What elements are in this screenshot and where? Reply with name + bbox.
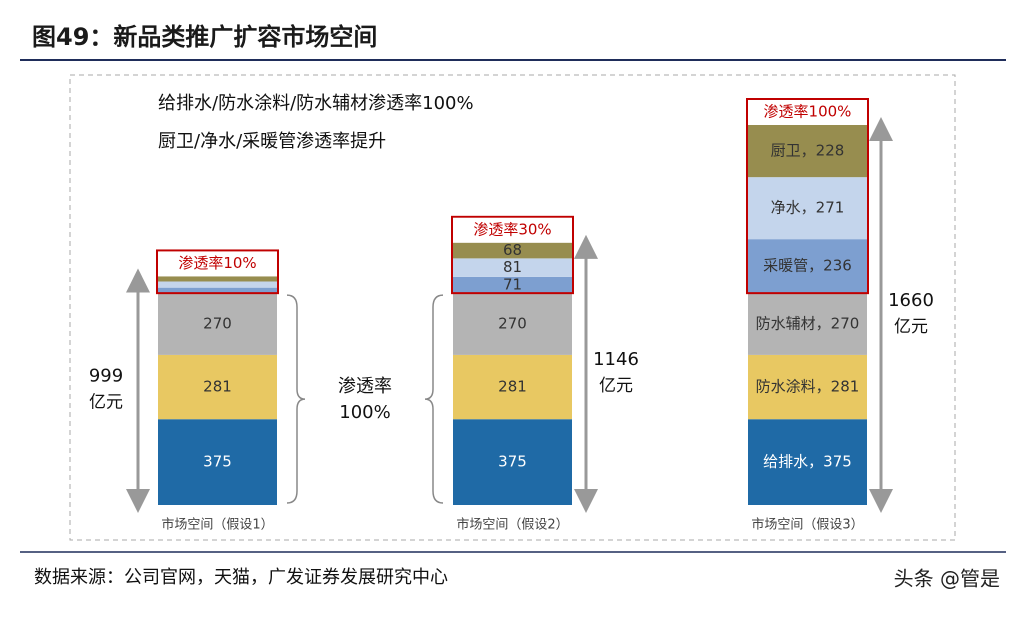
penetration-bg [453, 217, 572, 242]
value-label: 给排水，375 [763, 453, 852, 471]
total-value: 1660 [888, 290, 934, 311]
note: 厨卫/净水/采暖管渗透率提升 [158, 131, 386, 152]
note: 给排水/防水涂料/防水辅材渗透率100% [158, 93, 474, 114]
total-unit: 亿元 [89, 393, 123, 413]
bar-segment [158, 281, 277, 288]
value-label: 净水，271 [771, 199, 845, 217]
chart-title: 图49：新品类推广扩容市场空间 [32, 23, 377, 51]
value-label: 68 [503, 241, 522, 259]
brace [424, 294, 444, 504]
bar-segment [748, 177, 867, 240]
penetration-label: 渗透率100% [764, 103, 852, 121]
value-label: 270 [203, 315, 232, 333]
bar-segment [158, 276, 277, 282]
penetration-label: 渗透率10% [178, 254, 256, 272]
brace-label: 渗透率 [338, 376, 392, 397]
penetration-bg [158, 251, 277, 276]
source: 数据来源：公司官网，天猫，广发证券发展研究中心 [34, 567, 448, 588]
penetration-box [451, 215, 574, 295]
bar-segment [453, 276, 572, 294]
value-label: 81 [503, 258, 522, 276]
brace [286, 294, 306, 504]
bar-segment [158, 419, 277, 505]
value-label: 厨卫，228 [771, 142, 845, 160]
penetration-label: 渗透率30% [473, 220, 551, 238]
bar-segment [453, 293, 572, 355]
bar-segment [158, 287, 277, 294]
penetration-box [156, 249, 279, 295]
bar-segment [158, 293, 277, 355]
value-label: 71 [503, 276, 522, 294]
penetration-bg [748, 100, 867, 124]
total-value: 999 [89, 366, 123, 387]
total-unit: 亿元 [599, 376, 633, 396]
bar-segment [748, 354, 867, 420]
total-value: 1146 [593, 349, 639, 370]
value-label: 防水涂料，281 [756, 378, 860, 396]
x-tick-label: 市场空间（假设3） [751, 517, 863, 533]
bar-segment [158, 354, 277, 420]
value-label: 281 [498, 378, 527, 396]
value-label: 采暖管，236 [763, 257, 852, 275]
watermark: 头条 @管是 [894, 567, 1000, 591]
bar-segment [453, 354, 572, 420]
value-label: 375 [498, 453, 527, 471]
brace-label: 100% [339, 402, 390, 423]
value-label: 防水辅材，270 [756, 315, 860, 333]
penetration-box [746, 98, 869, 295]
bar-segment [748, 125, 867, 178]
bar-segment [748, 419, 867, 505]
frame [69, 74, 956, 541]
value-label: 270 [498, 315, 527, 333]
bar-segment [453, 242, 572, 259]
x-tick-label: 市场空间（假设1） [161, 517, 273, 533]
bar-segment [453, 258, 572, 277]
bar-segment [748, 293, 867, 355]
bar-segment [748, 239, 867, 294]
x-tick-label: 市场空间（假设2） [456, 517, 568, 533]
value-label: 375 [203, 453, 232, 471]
bar-segment [453, 419, 572, 505]
total-unit: 亿元 [894, 317, 928, 337]
value-label: 281 [203, 378, 232, 396]
